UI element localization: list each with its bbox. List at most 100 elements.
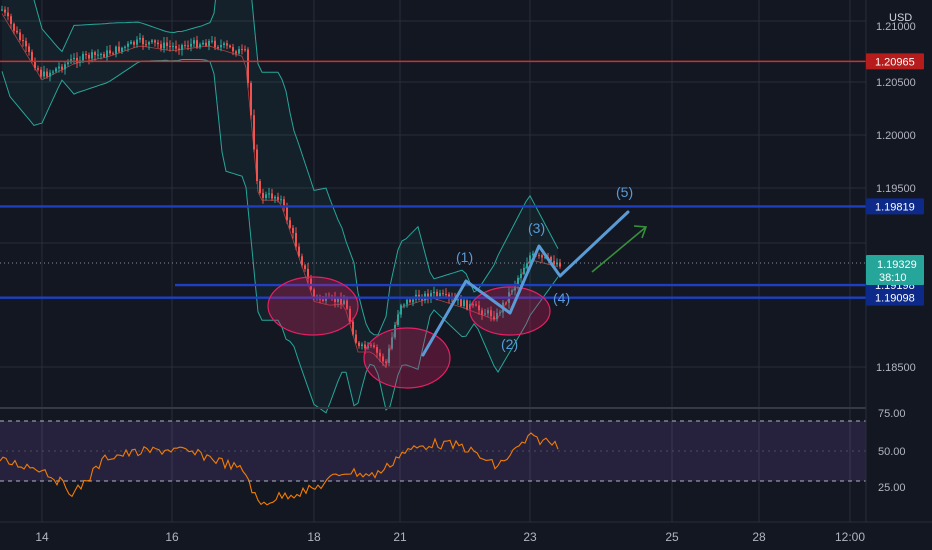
time-tick-label: 14	[35, 530, 49, 544]
candle-body	[124, 46, 126, 48]
candle-body	[100, 54, 102, 56]
candle-body	[175, 46, 177, 49]
candle-body	[283, 199, 285, 207]
candle-body	[481, 310, 483, 315]
candle-body	[334, 297, 336, 303]
candle-body	[538, 255, 540, 257]
candle-body	[118, 46, 120, 52]
candle-body	[10, 16, 12, 24]
time-scale[interactable]: 14 16 18 21 23 25 28 12:00	[0, 521, 932, 550]
candle-body	[145, 44, 147, 46]
candle-body	[304, 265, 306, 269]
candle-body	[532, 253, 534, 256]
price-tag-blue-lower: 1.19098	[866, 289, 924, 306]
candle-body	[214, 40, 216, 48]
candle-body	[403, 304, 405, 306]
candle-body	[295, 232, 297, 247]
candle-body	[58, 66, 60, 69]
current-price-value: 1.19329	[877, 259, 917, 271]
price-tick-label: 1.21000	[876, 21, 916, 33]
time-tick-label: 12:00	[835, 530, 865, 544]
candle-body	[379, 352, 381, 357]
candle-body	[337, 297, 339, 303]
wave-label-4: (4)	[553, 290, 570, 306]
time-tick-label: 25	[665, 530, 679, 544]
candle-body	[46, 71, 48, 77]
candle-body	[13, 23, 15, 31]
rsi-pane[interactable]	[0, 420, 866, 506]
candle-body	[19, 32, 21, 40]
target-arrow	[591, 225, 648, 273]
support-ellipse-bottom	[363, 327, 451, 389]
candle-body	[463, 300, 465, 307]
candle-body	[142, 37, 144, 45]
candle-body	[64, 64, 66, 70]
candle-body	[448, 294, 450, 298]
candle-body	[148, 42, 150, 45]
candle-body	[115, 46, 117, 54]
candle-body	[370, 344, 372, 346]
candle-body	[85, 54, 87, 56]
candle-body	[322, 299, 324, 301]
candle-body	[490, 310, 492, 317]
bollinger-upper	[33, 0, 559, 336]
candle-body	[247, 49, 249, 84]
candle-body	[178, 48, 180, 50]
candle-body	[358, 342, 360, 347]
rsi-line	[0, 432, 559, 506]
candle-body	[307, 268, 309, 279]
horizontal-levels[interactable]	[0, 60, 866, 299]
candle-body	[97, 54, 99, 56]
price-tag-blue-upper: 1.19819	[866, 198, 924, 215]
candle-body	[244, 49, 246, 51]
candle-body	[223, 43, 225, 46]
candle-body	[172, 46, 174, 48]
candle-body	[217, 47, 219, 49]
candle-body	[364, 344, 366, 349]
candle-body	[232, 47, 234, 52]
price-scale[interactable]: USD 1.210001.205001.200001.195001.18500 …	[865, 0, 932, 522]
candle-body	[34, 60, 36, 69]
candle-body	[37, 68, 39, 70]
candle-body	[553, 261, 555, 265]
candle-body	[430, 293, 432, 298]
candle-body	[82, 54, 84, 61]
candle-body	[406, 299, 408, 305]
candle-body	[259, 181, 261, 193]
candle-body	[457, 299, 459, 301]
candle-body	[199, 44, 201, 48]
candle-body	[400, 305, 402, 315]
candle-body	[397, 314, 399, 325]
wave-labels: (1) (2) (3) (4) (5)	[456, 184, 633, 352]
candle-body	[76, 57, 78, 63]
candle-body	[274, 196, 276, 199]
candle-body	[559, 262, 561, 267]
candle-body	[262, 192, 264, 198]
candle-body	[340, 297, 342, 305]
candle-body	[475, 304, 477, 306]
candle-body	[427, 293, 429, 298]
candle-body	[550, 256, 552, 262]
candle-body	[91, 52, 93, 59]
candle-body	[211, 40, 213, 42]
bollinger-lower	[1, 59, 559, 414]
candle-body	[439, 293, 441, 297]
candle-body	[28, 46, 30, 52]
wave-label-1: (1)	[456, 249, 473, 265]
countdown-timer: 38:10	[879, 272, 907, 284]
candle-body	[412, 299, 414, 303]
candle-body	[472, 304, 474, 306]
candle-body	[43, 71, 45, 77]
candle-body	[286, 206, 288, 221]
price-pane[interactable]: (1) (2) (3) (4) (5)	[0, 0, 866, 414]
elliott-wave-projection[interactable]	[421, 210, 630, 357]
price-tick-label: 1.20000	[876, 130, 916, 142]
candle-body	[544, 256, 546, 258]
candle-body	[313, 289, 315, 298]
candle-body	[121, 47, 123, 52]
candle-body	[376, 347, 378, 353]
candle-body	[478, 305, 480, 311]
candle-body	[373, 345, 375, 348]
candle-body	[484, 313, 486, 315]
